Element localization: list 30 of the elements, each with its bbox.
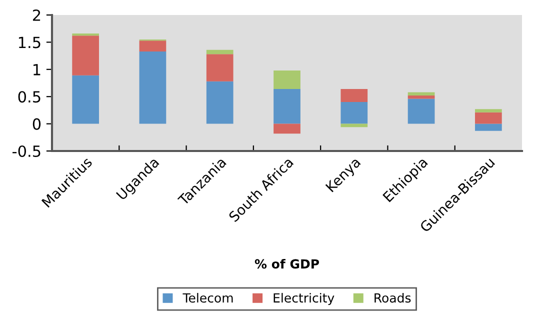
y-tick-label: 1 xyxy=(34,64,40,76)
y-tick-label: -0.5 xyxy=(12,145,40,158)
bar xyxy=(475,109,502,112)
bar xyxy=(139,40,166,52)
legend-label: Electricity xyxy=(274,292,334,306)
bar xyxy=(72,75,99,124)
bar xyxy=(475,124,502,131)
bar xyxy=(408,98,435,124)
bar xyxy=(408,92,435,96)
y-tick-label: 2 xyxy=(32,9,40,21)
legend-label: Telecom xyxy=(182,292,233,303)
bar xyxy=(139,51,166,124)
x-axis-title: % of GDP xyxy=(254,258,320,269)
bar xyxy=(475,112,502,124)
bar xyxy=(206,81,234,124)
bar xyxy=(408,96,435,99)
bar xyxy=(340,102,368,124)
y-tick-label: 0 xyxy=(32,118,41,130)
bar xyxy=(206,50,234,54)
bar xyxy=(72,33,99,36)
bar xyxy=(206,54,234,82)
y-tick-label: 1.5 xyxy=(18,36,40,48)
bar xyxy=(274,124,300,134)
bar xyxy=(72,36,99,76)
bar xyxy=(340,88,368,102)
bar xyxy=(274,70,300,89)
legend-label: Roads xyxy=(374,292,411,303)
bar xyxy=(340,124,368,128)
y-tick-label: 0.5 xyxy=(18,91,40,103)
bar xyxy=(274,88,300,124)
